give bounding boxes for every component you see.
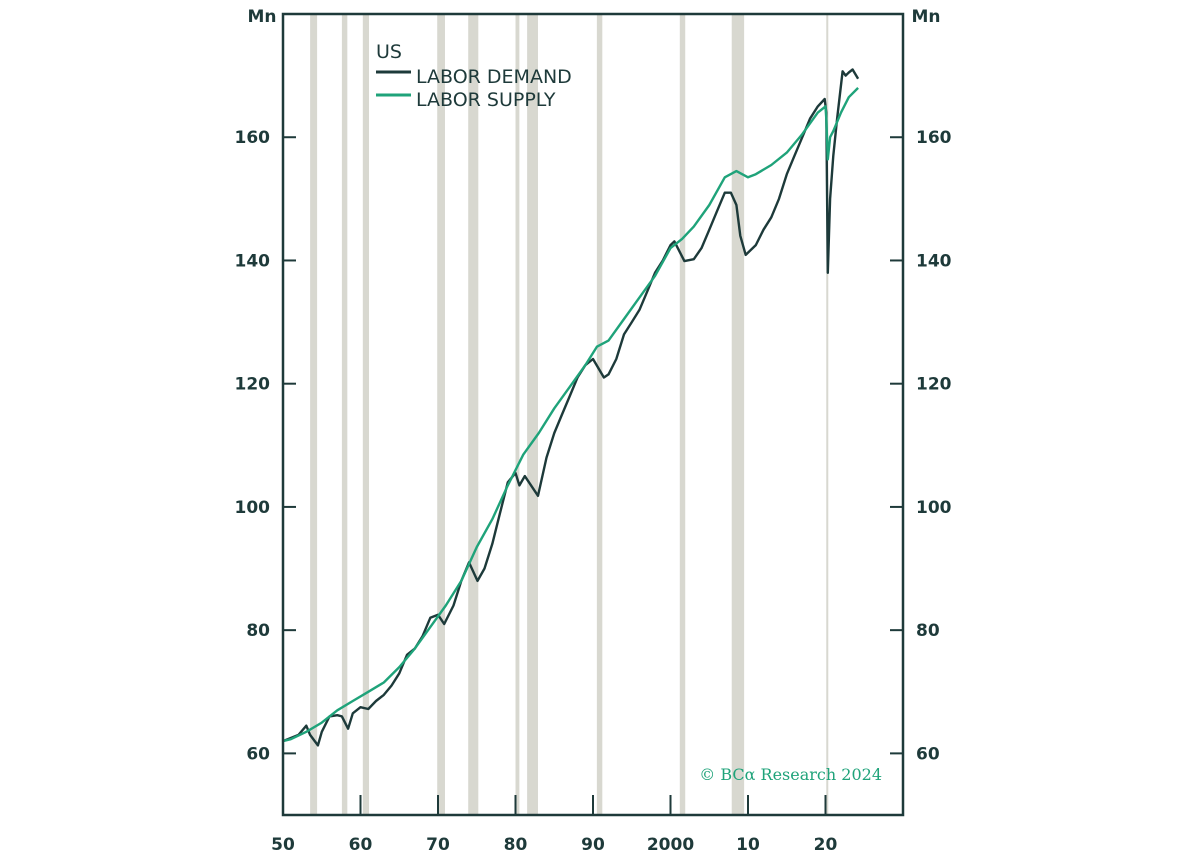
recession-band [341,14,348,815]
series-line-labor-demand [282,68,860,747]
recession-band [527,14,538,815]
y-tick-label-left: 100 [235,498,271,518]
y-tick-label-left: 80 [246,621,270,641]
recession-band [596,14,603,815]
recession-band [362,14,370,815]
recession-band [515,14,520,815]
recession-band [310,14,318,815]
y-tick-label-left: 140 [235,251,271,271]
y-tick-label-right: 140 [916,251,952,271]
legend-label-labor-supply: LABOR SUPPLY [416,89,556,111]
x-tick-label: 90 [581,835,605,855]
y-tick-label-left: 60 [246,744,270,764]
recession-band [731,14,745,815]
y-axis-unit-left: Mn [247,7,276,27]
y-tick-label-right: 120 [916,375,952,395]
series-line-labor-supply [282,87,859,743]
legend: US LABOR DEMAND LABOR SUPPLY [376,41,572,111]
copyright-watermark: © BCα Research 2024 [699,765,882,784]
axes: 50 60 70 80 90 2000 10 20 60 60 80 80 100 100 120 120 14… [235,12,952,855]
y-tick-label-right: 80 [916,621,940,641]
recession-band [826,14,829,815]
x-tick-label: 80 [504,835,528,855]
legend-title: US [376,41,402,63]
y-tick-label-right: 60 [916,744,940,764]
plot-frame [281,12,905,817]
x-tick-label: 10 [736,835,760,855]
series-lines [282,68,860,747]
y-tick-label-left: 120 [235,375,271,395]
x-tick-label: 50 [271,835,295,855]
legend-label-labor-demand: LABOR DEMAND [416,66,572,88]
y-tick-label-left: 160 [235,128,271,148]
y-tick-label-right: 160 [916,128,952,148]
x-tick-label: 60 [349,835,373,855]
x-tick-label: 2000 [647,835,694,855]
recession-bands [310,14,829,815]
y-tick-label-right: 100 [916,498,952,518]
recession-band [679,14,686,815]
x-tick-label: 20 [814,835,838,855]
x-tick-label: 70 [426,835,450,855]
recession-band [468,14,479,815]
recession-band [437,14,445,815]
y-axis-unit-right: Mn [911,7,940,27]
